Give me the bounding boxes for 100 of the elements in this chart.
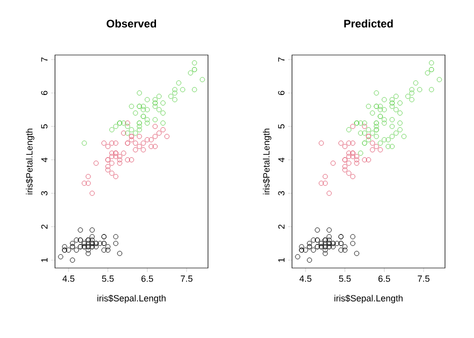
point [192,60,198,66]
point [318,180,324,186]
point [148,137,154,142]
point [117,154,122,160]
point [105,248,110,253]
y-axis-title: iris$Petal.Length [26,128,34,194]
y-tick-label: 6 [278,90,284,96]
point [78,227,83,233]
point [342,167,348,172]
point [152,97,158,102]
point [330,160,336,166]
point [168,94,174,99]
point [350,240,356,246]
point [113,174,118,180]
point [172,87,178,92]
point [90,238,95,243]
point [86,174,91,180]
y-tick-label: 4 [278,158,284,162]
point [132,147,138,152]
point [101,140,106,146]
point [172,90,178,96]
point [314,227,320,233]
point [172,97,178,102]
point [152,144,158,149]
point [346,150,352,156]
point [322,240,328,246]
point [326,238,332,243]
point [101,248,106,253]
x-tick-label: 5.5 [339,276,351,282]
x-axis-title: iris$Sepal.Length [334,294,403,304]
point [140,104,146,109]
point [342,248,348,253]
point [192,87,198,92]
point [132,110,138,116]
point [362,124,368,129]
y-axis-title: iris$Petal.Length [262,128,272,194]
point [125,130,130,136]
point [350,234,356,240]
point [125,157,130,162]
point [346,160,352,166]
chart-title: Predicted [344,19,393,28]
point [90,227,95,233]
x-tick-label: 6.5 [378,276,390,282]
point [354,154,360,160]
point [370,147,375,152]
point [136,127,142,132]
x-tick-label: 5.5 [102,276,114,282]
point [109,150,114,156]
point [378,147,383,152]
point [70,240,76,246]
point [113,234,118,240]
point [128,157,134,162]
point [113,240,118,246]
point [180,87,186,92]
point [160,100,166,106]
point [105,144,110,149]
point [144,117,150,122]
point [90,234,95,240]
point [350,174,356,180]
point [109,170,114,176]
point [117,160,122,166]
point [354,160,360,166]
point [156,107,162,112]
point [125,124,130,129]
point [144,107,150,112]
point [342,164,348,170]
point [322,180,328,186]
point [310,248,316,253]
point [105,167,110,172]
point [94,160,99,166]
point [338,248,344,253]
point [144,120,150,126]
point [109,160,114,166]
x-tick-label: 7.5 [418,276,430,282]
point [350,124,356,129]
point [70,258,76,263]
point [346,154,352,160]
y-tick-label: 2 [41,224,48,229]
point [164,134,170,139]
point [338,140,344,146]
point [152,104,158,109]
point [188,70,194,76]
point [310,238,316,243]
x-tick-label: 4.5 [62,276,74,282]
point [350,140,356,146]
y-tick-label: 3 [41,191,48,196]
point [109,140,114,146]
point [306,240,312,246]
point [74,248,79,253]
x-tick-label: 4.5 [300,276,312,282]
point [86,240,91,246]
x-axis-title: iris$Sepal.Length [97,294,166,304]
point [160,127,166,132]
point [354,250,360,256]
point [128,104,134,109]
point [109,154,114,160]
point [303,248,308,253]
x-tick-label: 7.5 [180,276,192,282]
point [121,130,126,136]
point [62,244,68,250]
